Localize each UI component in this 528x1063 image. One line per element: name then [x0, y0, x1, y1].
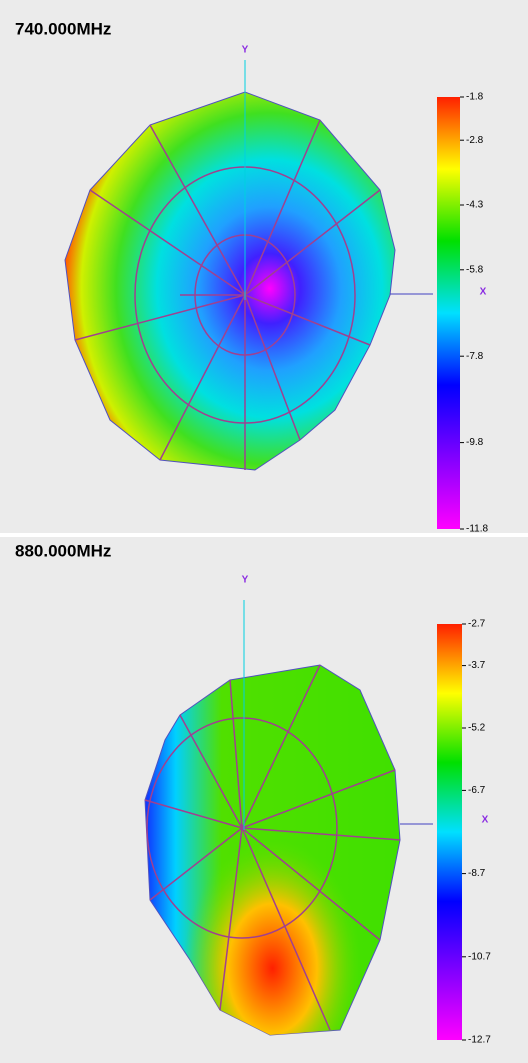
axis-label: Y — [242, 45, 249, 56]
axis-label: X — [482, 815, 489, 826]
colorbar-tick-label: -3.7 — [468, 660, 486, 671]
panel-title: 880.000MHz — [15, 541, 111, 560]
colorbar-tick-label: -5.2 — [468, 723, 486, 734]
colorbar-tick-label: -2.8 — [466, 135, 484, 146]
colorbar-tick-label: -11.8 — [466, 524, 488, 535]
colorbar-tick-label: -6.7 — [468, 785, 486, 796]
colorbar-tick-label: -4.3 — [466, 200, 484, 211]
axis-label: X — [480, 287, 487, 298]
colorbar-tick-label: -9.8 — [466, 437, 484, 448]
panel-title: 740.000MHz — [15, 19, 111, 38]
colorbar-tick-label: -1.8 — [466, 92, 484, 103]
colorbar-tick-label: -12.7 — [468, 1035, 491, 1046]
colorbar — [437, 97, 460, 529]
colorbar-tick-label: -7.8 — [466, 351, 484, 362]
colorbar-tick-label: -5.8 — [466, 264, 484, 275]
colorbar-tick-label: -2.7 — [468, 619, 486, 630]
screenshot: 740.000MHz Y X -1.8 -2.8 -4.3 -5.8 -7.8 -9.8 -11.… — [0, 0, 528, 1063]
colorbar — [437, 624, 462, 1040]
colorbar-tick-label: -8.7 — [468, 868, 486, 879]
axis-label: Y — [242, 575, 249, 586]
colorbar-tick-label: -10.7 — [468, 951, 491, 962]
